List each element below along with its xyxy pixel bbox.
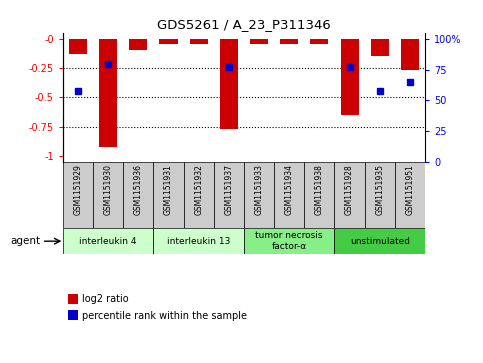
Bar — [220, 38, 238, 129]
Text: GSM1151933: GSM1151933 — [255, 164, 264, 216]
Bar — [371, 38, 389, 56]
Bar — [69, 38, 87, 54]
Text: GSM1151938: GSM1151938 — [315, 164, 324, 215]
Text: GSM1151937: GSM1151937 — [224, 164, 233, 216]
Bar — [334, 162, 365, 228]
Text: unstimulated: unstimulated — [350, 237, 410, 246]
Bar — [250, 38, 268, 44]
Bar — [244, 162, 274, 228]
Bar — [244, 228, 334, 254]
Text: GSM1151929: GSM1151929 — [73, 164, 83, 215]
Bar — [154, 228, 244, 254]
Bar — [341, 38, 358, 115]
Bar — [154, 162, 184, 228]
Text: GSM1151935: GSM1151935 — [375, 164, 384, 216]
Text: GSM1151934: GSM1151934 — [284, 164, 294, 216]
Text: interleukin 4: interleukin 4 — [79, 237, 137, 246]
Text: GSM1151931: GSM1151931 — [164, 164, 173, 215]
Text: GSM1151930: GSM1151930 — [103, 164, 113, 216]
Text: percentile rank within the sample: percentile rank within the sample — [82, 311, 247, 321]
Bar — [63, 228, 154, 254]
Bar — [129, 38, 147, 50]
Bar — [280, 38, 298, 44]
Bar — [401, 38, 419, 70]
Bar — [213, 162, 244, 228]
Bar — [189, 38, 208, 44]
Text: tumor necrosis
factor-α: tumor necrosis factor-α — [256, 232, 323, 251]
Text: agent: agent — [10, 236, 40, 246]
Bar — [365, 162, 395, 228]
Bar — [123, 162, 154, 228]
Bar — [274, 162, 304, 228]
Text: GSM1151936: GSM1151936 — [134, 164, 143, 216]
Bar — [395, 162, 425, 228]
Text: GSM1151951: GSM1151951 — [405, 164, 414, 215]
Text: GSM1151932: GSM1151932 — [194, 164, 203, 215]
Bar — [311, 38, 328, 44]
Bar — [184, 162, 213, 228]
Title: GDS5261 / A_23_P311346: GDS5261 / A_23_P311346 — [157, 19, 331, 32]
Bar — [63, 162, 93, 228]
Text: interleukin 13: interleukin 13 — [167, 237, 230, 246]
Text: GSM1151928: GSM1151928 — [345, 164, 354, 215]
Bar — [93, 162, 123, 228]
Text: log2 ratio: log2 ratio — [82, 294, 129, 305]
Bar — [304, 162, 334, 228]
Bar — [159, 38, 178, 44]
Bar — [334, 228, 425, 254]
Bar — [99, 38, 117, 147]
